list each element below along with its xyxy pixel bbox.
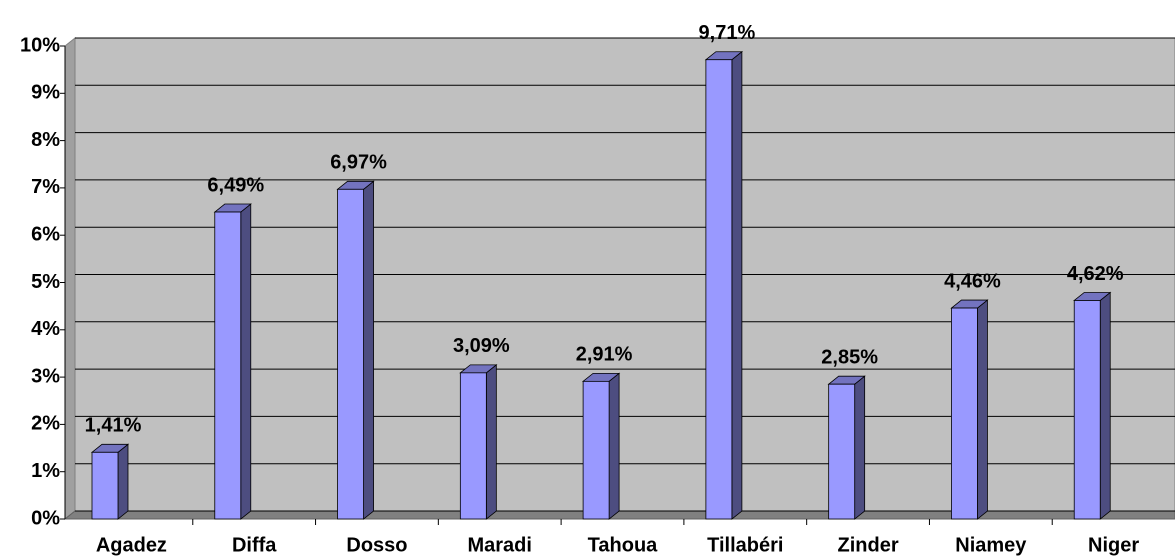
bar [337, 188, 364, 520]
value-label: 4,62% [1067, 263, 1124, 285]
value-label: 1,41% [85, 415, 142, 437]
y-tick-label: 3% [31, 365, 60, 387]
x-tick-label: Maradi [467, 534, 531, 556]
y-tick-label: 7% [31, 176, 60, 198]
y-tick-label: 10% [20, 34, 60, 56]
y-tick-label: 4% [31, 318, 60, 340]
y-tick-label: 8% [31, 129, 60, 151]
value-label: 6,49% [207, 174, 264, 196]
value-label: 4,46% [944, 270, 1001, 292]
bar [214, 211, 242, 520]
bar-side [977, 299, 988, 520]
bar-side [1099, 291, 1111, 520]
bar-side [363, 180, 374, 520]
value-label: 3,09% [453, 335, 510, 357]
bar [828, 383, 856, 520]
value-label: 2,85% [821, 346, 878, 368]
y-tick-label: 1% [31, 460, 60, 482]
value-label: 2,91% [576, 344, 633, 366]
bar [582, 380, 610, 520]
side-wall [64, 36, 76, 521]
x-tick-label: Zinder [837, 534, 898, 556]
bar [459, 372, 487, 520]
bar [1073, 300, 1101, 520]
y-tick-label: 9% [31, 82, 60, 104]
value-label: 9,71% [699, 22, 756, 44]
x-tick-label: Dosso [346, 534, 407, 556]
y-tick-label: 6% [31, 223, 60, 245]
x-tick-label: Tillabéri [707, 534, 783, 556]
bar-side [117, 443, 129, 520]
bar-side [608, 372, 620, 520]
x-tick-label: Tahoua [588, 534, 659, 556]
bar-side [485, 364, 497, 520]
x-tick-label: Niamey [955, 534, 1027, 556]
bar-side [854, 375, 866, 520]
bar [705, 59, 733, 520]
x-tick-label: Diffa [232, 534, 277, 556]
value-label: 6,97% [330, 152, 387, 174]
y-tick-label: 0% [31, 507, 60, 529]
x-tick-label: Niger [1088, 534, 1139, 556]
y-tick-label: 2% [31, 413, 60, 435]
bar-side [731, 50, 743, 520]
x-tick-label: Agadez [96, 534, 167, 556]
bar [91, 451, 119, 520]
bar-side [240, 203, 252, 520]
y-tick-label: 5% [31, 271, 60, 293]
bar [951, 307, 978, 520]
